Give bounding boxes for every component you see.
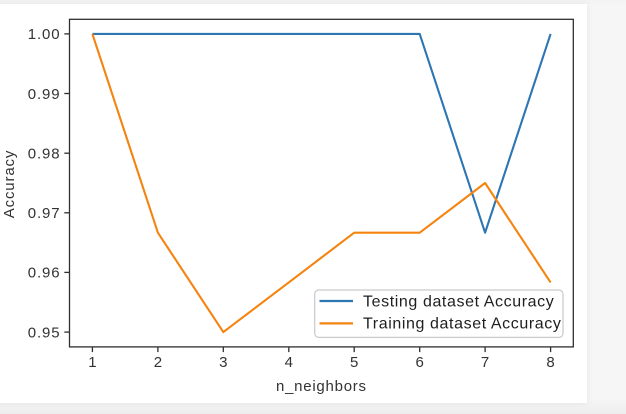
svg-text:0.96: 0.96 [28, 265, 61, 282]
svg-text:3: 3 [219, 354, 227, 371]
svg-text:Accuracy: Accuracy [1, 150, 18, 219]
svg-text:0.95: 0.95 [28, 324, 61, 341]
svg-text:7: 7 [481, 354, 489, 371]
svg-text:1: 1 [88, 354, 96, 371]
svg-text:2: 2 [154, 354, 162, 371]
svg-text:0.97: 0.97 [28, 205, 61, 222]
svg-text:n_neighbors: n_neighbors [276, 378, 367, 395]
svg-text:1.00: 1.00 [28, 26, 61, 43]
svg-text:0.98: 0.98 [28, 146, 61, 163]
svg-text:6: 6 [416, 354, 424, 371]
svg-text:0.99: 0.99 [28, 86, 61, 103]
svg-text:8: 8 [546, 354, 554, 371]
svg-text:Training dataset Accuracy: Training dataset Accuracy [363, 316, 562, 333]
svg-text:5: 5 [350, 354, 358, 371]
svg-text:Testing dataset Accuracy: Testing dataset Accuracy [363, 293, 554, 310]
svg-text:4: 4 [285, 354, 293, 371]
